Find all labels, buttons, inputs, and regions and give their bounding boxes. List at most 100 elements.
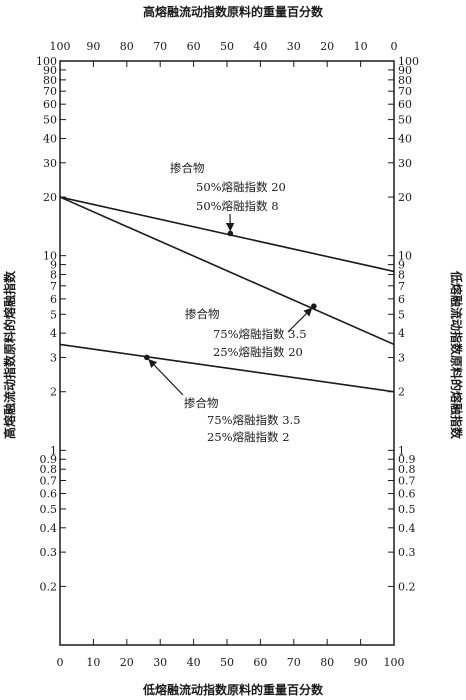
y-tick-label-right: 40 (398, 132, 412, 145)
y-tick-label-left: 8 (50, 269, 57, 282)
x-tick-label-bottom: 60 (253, 656, 267, 669)
annotation-line-2: 75%熔融指数 3.5 (213, 327, 307, 341)
x-tick-label-bottom: 90 (354, 656, 368, 669)
y-tick-label-left: 80 (43, 74, 57, 87)
x-tick-label-bottom: 0 (57, 656, 64, 669)
y-tick-label-left: 0.5 (40, 503, 58, 516)
y-tick-label-left: 5 (50, 308, 57, 321)
y-tick-label-right: 8 (398, 269, 405, 282)
blend-point-3 (144, 354, 150, 361)
y-tick-label-right: 10 (398, 250, 412, 263)
y-tick-label-right: 60 (398, 98, 412, 111)
annotation-title-1: 掺合物 (170, 161, 205, 175)
y-tick-label-left: 6 (50, 293, 57, 306)
y-tick-label-left: 40 (43, 132, 57, 145)
chart-left-ylabel: 高熔融流动指数原料的熔融指数 (2, 270, 17, 439)
y-tick-label-left: 50 (43, 114, 57, 127)
x-tick-label-top: 10 (354, 40, 368, 53)
y-tick-label-right: 100 (398, 55, 419, 68)
chart-right-ylabel: 低熔融流动指数原料的熔融指数 (449, 270, 464, 440)
y-tick-label-left: 0.9 (40, 453, 58, 466)
annotation-title-2: 掺合物 (185, 307, 220, 321)
x-tick-label-top: 90 (86, 40, 100, 53)
annotation-line-1: 50%熔融指数 8 (196, 199, 279, 213)
annotation-title-3: 掺合物 (184, 396, 219, 410)
y-tick-label-right: 0.7 (398, 474, 416, 487)
x-tick-label-top: 40 (253, 40, 267, 53)
annotation-line-3: 25%熔融指数 2 (207, 430, 290, 444)
y-tick-label-left: 90 (43, 64, 57, 77)
x-tick-label-top: 30 (287, 40, 301, 53)
y-tick-label-left: 60 (43, 98, 57, 111)
y-tick-label-right: 0.6 (398, 488, 416, 501)
x-tick-label-bottom: 30 (153, 656, 167, 669)
x-tick-label-top: 100 (50, 40, 71, 53)
y-tick-label-right: 90 (398, 64, 412, 77)
annotation-arrow-3 (148, 359, 184, 396)
y-tick-label-left: 0.7 (40, 474, 58, 487)
y-tick-label-right: 5 (398, 308, 405, 321)
blend-point-2 (311, 303, 317, 310)
blend-line-2 (59, 196, 395, 346)
y-tick-label-right: 50 (398, 114, 412, 127)
y-tick-label-left: 0.6 (40, 488, 58, 501)
y-tick-label-right: 9 (398, 259, 405, 272)
y-tick-label-right: 30 (398, 157, 412, 170)
annotation-line-2: 25%熔融指数 20 (213, 345, 303, 359)
y-tick-label-right: 20 (398, 191, 412, 204)
x-tick-label-bottom: 40 (187, 656, 201, 669)
y-tick-label-right: 0.9 (398, 453, 416, 466)
annotation-arrow-2 (287, 307, 313, 333)
x-tick-label-top: 0 (391, 40, 398, 53)
y-tick-label-right: 4 (398, 327, 405, 340)
y-tick-label-right: 0.2 (398, 580, 416, 593)
x-tick-label-top: 60 (187, 40, 201, 53)
x-tick-label-bottom: 50 (220, 656, 234, 669)
x-tick-label-top: 80 (120, 40, 134, 53)
y-tick-label-left: 0.4 (40, 522, 58, 535)
x-tick-label-top: 50 (220, 40, 234, 53)
blend-point-1 (227, 230, 234, 237)
y-tick-label-left: 7 (50, 280, 57, 293)
blend-line-3 (59, 343, 395, 393)
x-tick-label-bottom: 70 (287, 656, 301, 669)
y-tick-label-left: 3 (50, 351, 57, 364)
y-tick-label-right: 6 (398, 293, 405, 306)
x-tick-label-bottom: 100 (384, 656, 405, 669)
y-tick-label-right: 3 (398, 351, 405, 364)
x-tick-label-bottom: 20 (120, 656, 134, 669)
x-tick-label-bottom: 10 (86, 656, 100, 669)
y-tick-label-left: 0.2 (40, 580, 58, 593)
y-tick-label-left: 0.3 (40, 546, 58, 559)
x-tick-label-top: 20 (320, 40, 334, 53)
chart-bottom-xlabel: 低熔融流动指数原料的重量百分数 (142, 682, 324, 697)
y-tick-label-right: 80 (398, 74, 412, 87)
y-tick-label-left: 100 (36, 55, 57, 68)
y-tick-label-left: 1 (50, 444, 57, 457)
annotation-line-3: 75%熔融指数 3.5 (207, 413, 301, 427)
y-tick-label-left: 70 (43, 85, 57, 98)
y-tick-label-right: 2 (398, 386, 405, 399)
y-tick-label-right: 0.8 (398, 463, 416, 476)
y-tick-label-right: 0.4 (398, 522, 416, 535)
chart-top-title: 高熔融流动指数原料的重量百分数 (143, 4, 324, 19)
y-tick-label-left: 9 (50, 259, 57, 272)
y-tick-label-left: 0.8 (40, 463, 58, 476)
y-tick-label-right: 0.5 (398, 503, 416, 516)
x-tick-label-top: 70 (153, 40, 167, 53)
y-tick-label-left: 2 (50, 386, 57, 399)
x-tick-label-bottom: 80 (320, 656, 334, 669)
y-tick-label-left: 20 (43, 191, 57, 204)
y-tick-label-right: 0.3 (398, 546, 416, 559)
y-tick-label-right: 7 (398, 280, 405, 293)
y-tick-label-left: 30 (43, 157, 57, 170)
annotation-layer: 掺合物 50%熔融指数 20 50%熔融指数 8 掺合物 75%熔融指数 3.5 25%熔… (148, 161, 313, 444)
series-layer (59, 196, 395, 393)
y-tick-label-right: 70 (398, 85, 412, 98)
annotation-line-1: 50%熔融指数 20 (196, 180, 286, 194)
blend-line-1 (59, 196, 395, 273)
y-tick-label-left: 10 (43, 250, 57, 263)
y-tick-label-right: 1 (398, 444, 405, 457)
